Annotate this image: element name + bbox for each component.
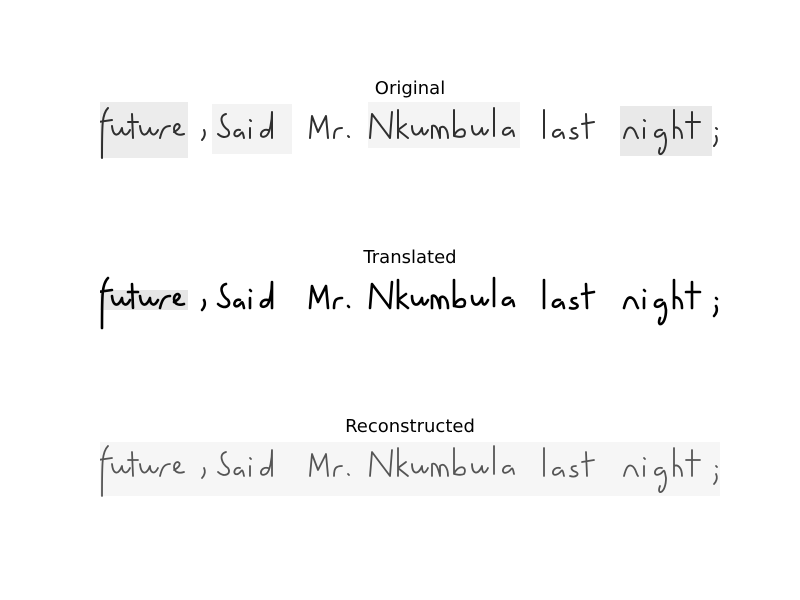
handwriting-image-translated bbox=[100, 270, 720, 330]
handwriting-image-original bbox=[100, 100, 720, 160]
panel-title-original: Original bbox=[374, 78, 446, 99]
handwriting-image-reconstructed bbox=[100, 438, 720, 498]
panel-title-reconstructed: Reconstructed bbox=[345, 416, 475, 437]
handwriting-image bbox=[100, 442, 720, 497]
handwriting-image bbox=[100, 276, 719, 330]
panel-title-translated: Translated bbox=[363, 247, 457, 268]
handwriting-image bbox=[100, 102, 718, 159]
